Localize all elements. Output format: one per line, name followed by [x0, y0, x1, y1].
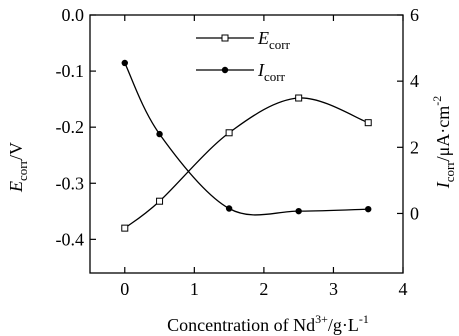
legend-e-corr-marker — [221, 34, 229, 42]
legend-e-sub: corr — [269, 37, 291, 52]
left-tick-label: -0.2 — [56, 117, 85, 137]
right-axis-title-sup: -2 — [430, 96, 444, 106]
i-corr-point — [295, 207, 302, 215]
legend-e-main: E — [257, 28, 269, 48]
right-tick-label: 2 — [410, 137, 419, 157]
ticks: 0 1 2 3 4 0.0 -0.1 -0.2 -0.3 -0.4 0 2 4 6 — [56, 5, 420, 299]
legend-i-sub: corr — [264, 69, 286, 84]
x-axis-title-sup: 3+ — [315, 312, 328, 326]
legend-label-e-corr: Ecorr — [257, 28, 291, 52]
x-axis-title-rest: /g·L — [328, 315, 359, 335]
x-tick-label: 2 — [259, 279, 268, 299]
i-corr-point — [121, 59, 128, 67]
left-axis-title-main: E — [6, 181, 26, 193]
x-tick-label: 1 — [190, 279, 199, 299]
e-corr-point — [225, 129, 233, 137]
legend — [196, 34, 254, 74]
i-corr-point — [156, 130, 163, 138]
left-axis-title-rest: /V — [6, 142, 26, 160]
legend-i-main: I — [257, 60, 265, 80]
i-corr-point — [225, 205, 233, 212]
x-tick-label: 4 — [399, 279, 408, 299]
plot-frame-rect — [89, 14, 404, 274]
e-corr-point — [364, 119, 372, 127]
left-axis-title: Ecorr/V — [6, 142, 30, 193]
right-axis-title-rest: /μA·cm — [433, 106, 453, 162]
legend-label-i-corr: Icorr — [257, 60, 286, 84]
series-i-corr-line — [124, 62, 369, 216]
left-tick-label: -0.1 — [56, 61, 85, 81]
e-corr-point — [295, 94, 303, 102]
left-tick-label: -0.4 — [56, 229, 85, 249]
x-tick-label: 0 — [120, 279, 129, 299]
left-tick-label: 0.0 — [62, 5, 85, 25]
series — [121, 59, 372, 232]
e-corr-point — [156, 197, 164, 205]
x-axis-title: Concentration of Nd3+/g·L-1 — [167, 312, 369, 335]
right-axis-title: Icorr/μA·cm-2 — [430, 96, 457, 190]
e-corr-point — [121, 224, 129, 232]
legend-i-corr-marker — [221, 66, 229, 74]
series-e-corr-line — [124, 97, 369, 229]
right-axis-title-main: I — [433, 181, 453, 189]
x-axis-title-main: Concentration of Nd — [167, 315, 315, 335]
x-axis-title-sup2: -1 — [359, 312, 369, 326]
right-tick-label: 0 — [410, 203, 419, 223]
plot-frame — [89, 14, 404, 274]
left-tick-label: -0.3 — [56, 173, 85, 193]
left-axis-title-sub: corr — [15, 159, 30, 181]
right-tick-label: 6 — [410, 5, 419, 25]
right-tick-label: 4 — [410, 71, 419, 91]
i-corr-point — [365, 205, 372, 213]
x-tick-label: 3 — [329, 279, 338, 299]
right-axis-title-sub: corr — [442, 161, 457, 183]
